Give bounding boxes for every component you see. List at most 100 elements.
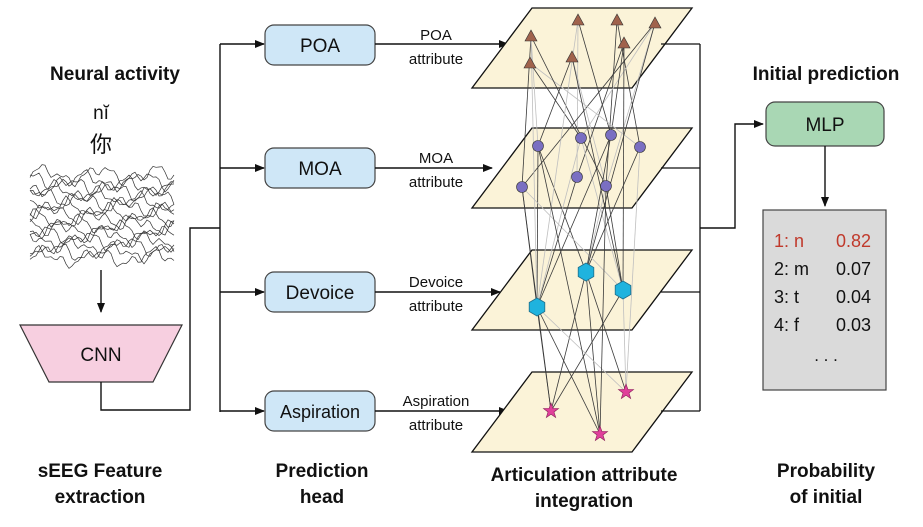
prediction-probability: 0.07 <box>836 259 871 279</box>
devoice-attribute-plane <box>470 249 694 331</box>
prediction-rank-phone: 1: n <box>774 231 804 251</box>
connection-edge <box>571 56 607 187</box>
devoice-node <box>614 280 632 300</box>
poa-node <box>610 13 624 26</box>
connection-edge <box>616 19 641 148</box>
poa-attribute-plane <box>470 7 694 89</box>
prediction-head-poa: POA <box>220 24 376 66</box>
prediction-rank-phone: 2: m <box>774 259 809 279</box>
seeg-trace <box>29 190 175 212</box>
seeg-trace <box>29 185 175 208</box>
connection-edge <box>585 271 627 393</box>
connection-edge <box>537 56 573 147</box>
connection-edge <box>605 22 656 187</box>
probability-panel <box>762 209 887 391</box>
moa-node <box>575 132 587 144</box>
connection-edge <box>536 137 582 308</box>
seeg-signal-traces <box>29 164 175 269</box>
prediction-list: 1: n 0.82 2: m 0.07 3: t 0.04 4: f 0.03 <box>774 231 871 335</box>
devoice-node <box>577 262 595 282</box>
connection-edge <box>521 22 656 188</box>
connection-edge <box>550 271 587 412</box>
node-connections <box>521 19 656 435</box>
to-mlp-arrow <box>700 120 764 229</box>
moa-node <box>634 141 646 153</box>
connection-edge <box>521 186 624 291</box>
seeg-trace <box>29 235 175 259</box>
poa-node <box>565 50 579 63</box>
poa-node <box>617 36 631 49</box>
left-caption-line2: extraction <box>55 487 146 508</box>
moa-attr-line2: attribute <box>409 174 463 191</box>
connection-edge <box>580 22 656 139</box>
prediction-rank-phone: 4: f <box>774 315 800 335</box>
moa-node <box>532 140 544 152</box>
connection-edge <box>536 19 579 308</box>
connection-edge <box>599 185 607 435</box>
prediction-head-devoice: Devoice <box>220 271 376 313</box>
connection-edge <box>610 42 625 136</box>
neural-activity-title: Neural activity <box>50 64 180 85</box>
prediction-row: 1: n 0.82 <box>774 231 871 251</box>
connection-edge <box>530 35 607 187</box>
aspiration-node <box>617 383 635 400</box>
mlp-label: MLP <box>805 115 844 136</box>
prediction-row: 4: f 0.03 <box>774 315 871 335</box>
seeg-trace <box>29 174 175 198</box>
connection-edge <box>585 185 607 273</box>
connection-edge <box>576 42 625 178</box>
poa-attr-line2: attribute <box>409 51 463 68</box>
seeg-trace <box>29 244 175 269</box>
connection-edge <box>585 146 641 273</box>
prediction-head-aspiration: Aspiration <box>220 390 376 432</box>
seeg-trace <box>29 226 175 249</box>
connection-edge <box>625 146 641 393</box>
poa-node <box>648 16 662 29</box>
heads-caption-line1: Prediction <box>276 461 369 482</box>
cnn-output-connector <box>100 227 220 411</box>
prediction-row: 2: m 0.07 <box>774 259 871 279</box>
devoice-attr-line2: attribute <box>409 298 463 315</box>
connection-edge <box>585 134 612 273</box>
devoice-attr-line1: Devoice <box>409 274 463 291</box>
seeg-trace <box>29 201 175 226</box>
prediction-rank-phone: 3: t <box>774 287 799 307</box>
prediction-probability: 0.03 <box>836 315 871 335</box>
seeg-trace <box>29 240 175 265</box>
seeg-trace <box>29 178 175 202</box>
moa-attr-line1: MOA <box>419 150 453 167</box>
connection-edge <box>576 19 579 178</box>
connection-edge <box>536 306 601 435</box>
integration-caption-line1: Articulation attribute <box>491 465 678 486</box>
integration-caption-line2: integration <box>535 491 633 512</box>
connection-edge <box>605 185 624 291</box>
connection-edge <box>605 19 618 187</box>
connection-edge <box>537 145 587 273</box>
cnn-encoder <box>19 324 183 383</box>
connection-edge <box>536 145 539 308</box>
output-caption-line2: of initial <box>790 487 863 508</box>
pinyin-label: nĭ <box>93 103 110 124</box>
seeg-trace <box>29 219 175 243</box>
prediction-probability: 0.82 <box>836 231 871 251</box>
connection-edge <box>530 35 539 147</box>
aspiration-attr-line2: attribute <box>409 417 463 434</box>
moa-node <box>516 181 528 193</box>
aspiration-attr-line1: Aspiration <box>403 393 470 410</box>
moa-node <box>571 171 583 183</box>
seeg-trace <box>29 231 175 254</box>
cnn-label: CNN <box>80 345 121 366</box>
aspiration-attribute-plane <box>470 371 694 453</box>
attribute-nodes <box>516 13 662 442</box>
connection-edge <box>529 62 582 139</box>
prediction-head-moa: MOA <box>220 147 376 189</box>
devoice-node <box>528 297 546 317</box>
left-caption-line1: sEEG Feature <box>38 461 163 482</box>
initial-prediction-title: Initial prediction <box>753 64 900 85</box>
poa-node <box>523 56 537 69</box>
output-caption-line1: Probability <box>777 461 876 482</box>
head-label-poa: POA <box>300 36 340 57</box>
moa-node <box>600 180 612 192</box>
moa-node <box>605 129 617 141</box>
connection-edge <box>536 176 578 308</box>
